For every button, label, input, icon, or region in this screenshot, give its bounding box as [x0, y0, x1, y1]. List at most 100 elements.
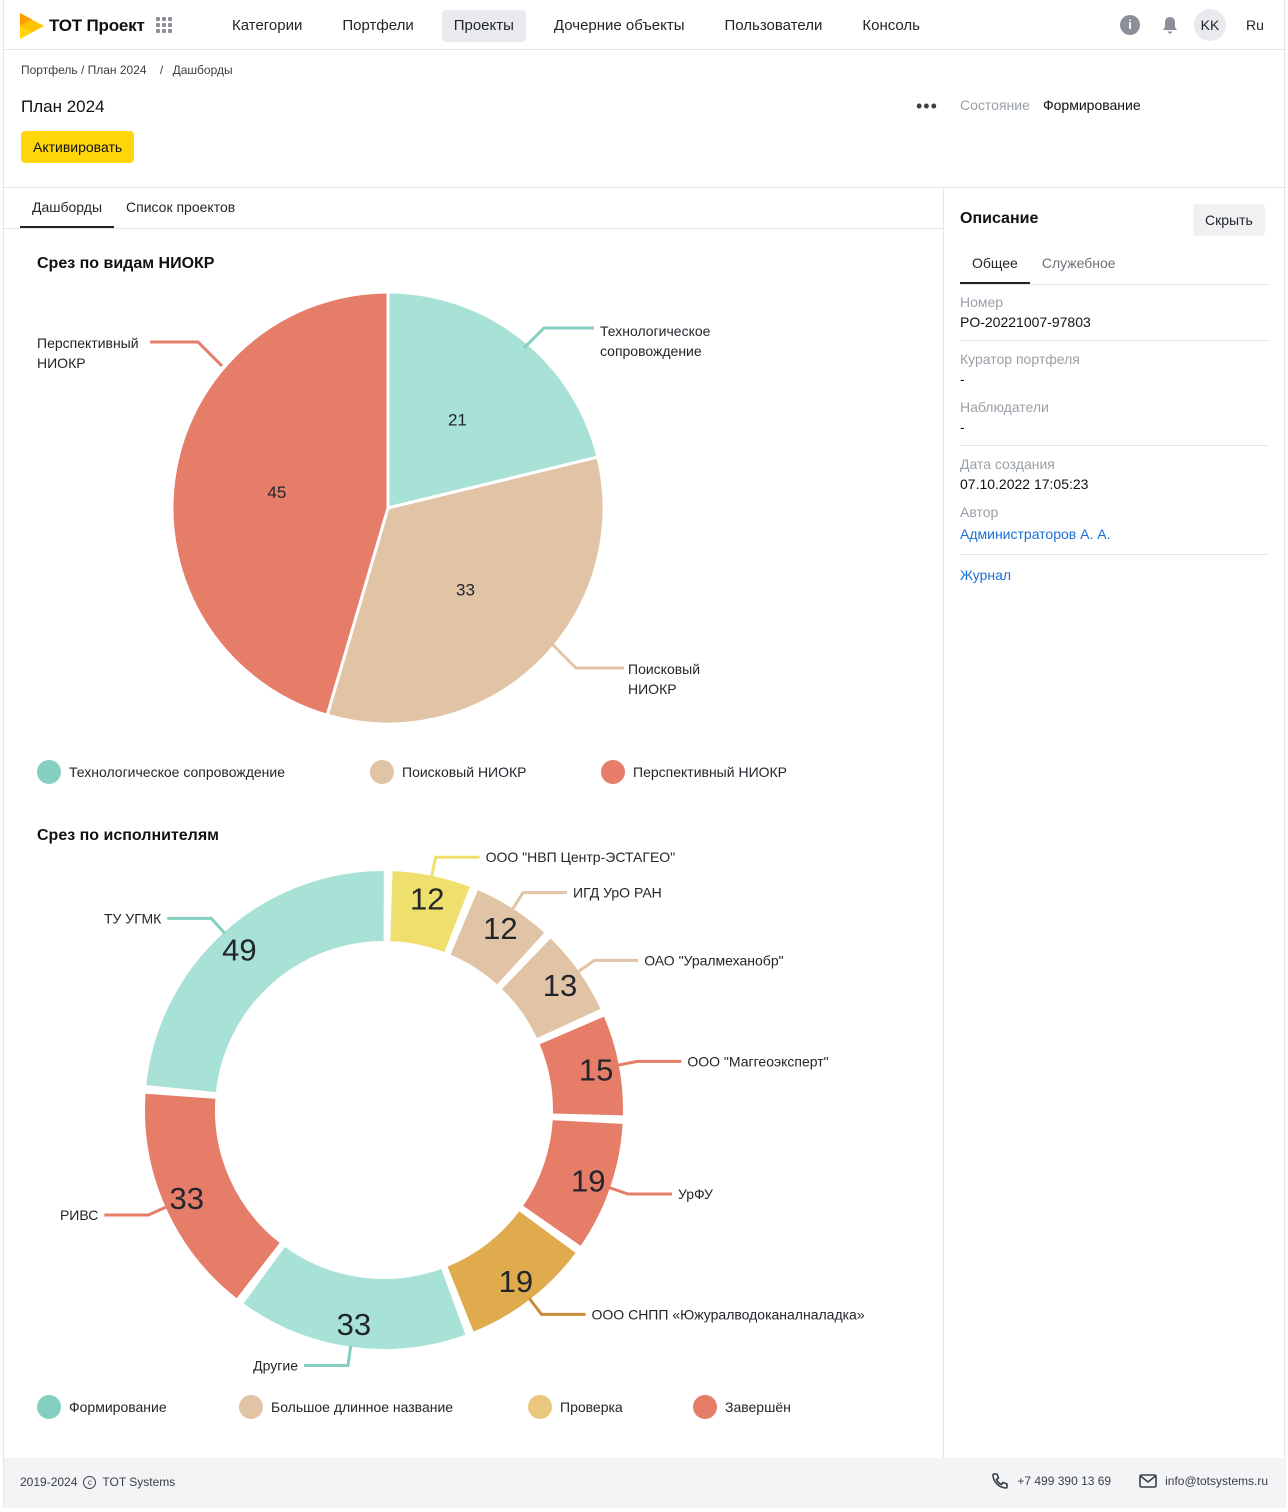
- donut-segment[interactable]: [448, 887, 547, 987]
- observers-value: -: [960, 419, 965, 435]
- donut-category-label: УрФУ: [678, 1186, 713, 1202]
- donut-category-label: ТУ УГМК: [104, 910, 162, 926]
- pie-chart-title: Срез по видам НИОКР: [37, 255, 215, 272]
- nav-item-projects[interactable]: Проекты: [441, 10, 526, 42]
- author-link[interactable]: Администраторов А. А.: [960, 526, 1111, 542]
- observers-label: Наблюдатели: [960, 399, 1049, 415]
- legend-item-persp[interactable]: Перспективный НИОКР: [601, 760, 787, 784]
- legend-label: Формирование: [69, 1399, 167, 1415]
- hide-panel-button[interactable]: Скрыть: [1193, 204, 1265, 236]
- pie-slice[interactable]: [386, 290, 600, 510]
- main-nav: Категории Портфели Проекты Дочерние объе…: [220, 10, 948, 42]
- curator-label: Куратор портфеля: [960, 351, 1080, 367]
- donut-callout-line: [303, 1345, 353, 1367]
- more-options-icon[interactable]: •••: [916, 96, 938, 116]
- author-label: Автор: [960, 504, 999, 520]
- footer-years: 2019-2024: [20, 1475, 78, 1489]
- donut-data-label: 19: [571, 1163, 605, 1198]
- legend-dot-red: [693, 1395, 717, 1419]
- callout-line-persp: [150, 340, 224, 368]
- pie-data-label: 45: [267, 483, 286, 502]
- bell-icon[interactable]: [1160, 15, 1180, 35]
- pie-chart: 21 33 45: [170, 290, 606, 726]
- donut-segment[interactable]: [144, 869, 386, 1095]
- donut-segment[interactable]: [537, 1014, 625, 1118]
- donut-data-label: 49: [222, 933, 256, 968]
- nav-item-users[interactable]: Пользователи: [724, 17, 823, 34]
- donut-segment[interactable]: [241, 1244, 468, 1351]
- legend-item-formation[interactable]: Формирование: [37, 1395, 239, 1419]
- donut-segment[interactable]: [499, 936, 603, 1041]
- tab-general[interactable]: Общее: [960, 244, 1030, 284]
- pie-callouts: Технологическое сопровождение Перспектив…: [37, 323, 711, 697]
- panel-tabs-divider: [960, 284, 1268, 285]
- journal-link[interactable]: Журнал: [960, 567, 1012, 583]
- pie-data-label: 33: [456, 580, 475, 599]
- logo-text: ТОТ Проект: [49, 16, 145, 35]
- legend-label: Технологическое сопровождение: [69, 764, 285, 780]
- legend-label: Большое длинное название: [271, 1399, 454, 1415]
- pie-slice[interactable]: [325, 455, 606, 726]
- donut-data-label: 15: [579, 1052, 613, 1087]
- charts-canvas: 21 33 45 Технологическое сопровождение Пер…: [37, 290, 865, 1373]
- legend-item-review[interactable]: Проверка: [528, 1395, 693, 1419]
- created-value: 07.10.2022 17:05:23: [960, 476, 1089, 492]
- legend-item-done[interactable]: Завершён: [693, 1395, 791, 1419]
- page-title: План 2024: [21, 97, 105, 116]
- donut-data-label: 19: [499, 1264, 533, 1299]
- breadcrumb-portfolio[interactable]: Портфель / План 2024: [21, 63, 147, 77]
- donut-segment[interactable]: [388, 869, 473, 955]
- mail-icon: [1139, 1474, 1157, 1488]
- donut-data-label: 33: [169, 1181, 203, 1216]
- tab-project-list[interactable]: Список проектов: [126, 199, 236, 215]
- header-divider: [4, 187, 1286, 188]
- legend-dot-beige: [370, 760, 394, 784]
- callout-line-search: [550, 642, 624, 670]
- legend-label: Перспективный НИОКР: [633, 764, 788, 780]
- donut-segment[interactable]: [143, 1091, 283, 1301]
- legend-dot-gold: [528, 1395, 552, 1419]
- donut-callout-line: [608, 1186, 672, 1196]
- nav-item-console[interactable]: Консоль: [862, 17, 920, 34]
- nav-item-portfolios[interactable]: Портфели: [342, 17, 414, 34]
- number-label: Номер: [960, 294, 1004, 310]
- app-frame: ТОТ Проект Категории Портфели Проекты До…: [3, 0, 1286, 1508]
- tab-dashboards[interactable]: Дашборды: [20, 188, 114, 228]
- logo[interactable]: ТОТ Проект: [20, 13, 145, 39]
- legend-item-search[interactable]: Поисковый НИОКР: [370, 760, 601, 784]
- legend-item-tech[interactable]: Технологическое сопровождение: [37, 760, 370, 784]
- pie-label-tech-1: Технологическое: [600, 323, 711, 339]
- donut-category-label: ООО "Маггеоэксперт": [687, 1053, 828, 1069]
- top-right-controls: i KK Ru: [1120, 9, 1286, 41]
- phone-icon: [992, 1473, 1009, 1489]
- avatar[interactable]: KK: [1194, 9, 1226, 41]
- breadcrumb-dashboards: Дашборды: [172, 63, 233, 77]
- donut-callout-line: [104, 1205, 168, 1217]
- state-value: Формирование: [1043, 97, 1141, 113]
- number-value: PO-20221007-97803: [960, 314, 1091, 330]
- footer-email[interactable]: info@totsystems.ru: [1139, 1474, 1268, 1488]
- donut-category-label: ООО СНПП «Южуралводоканалналадка»: [592, 1306, 865, 1322]
- info-icon[interactable]: i: [1120, 15, 1140, 35]
- donut-category-label: ООО "НВП Центр-ЭСТАГЕО": [486, 849, 676, 865]
- legend-label: Завершён: [725, 1399, 791, 1415]
- legend-item-long-name[interactable]: Большое длинное название: [239, 1395, 528, 1419]
- nav-item-categories[interactable]: Категории: [232, 17, 303, 34]
- nav-item-child-objects[interactable]: Дочерние объекты: [553, 17, 685, 34]
- donut-callout-line: [167, 916, 226, 935]
- created-label: Дата создания: [960, 456, 1055, 472]
- pie-slice[interactable]: [170, 290, 390, 718]
- donut-data-label: 12: [483, 911, 517, 946]
- apps-grid-icon[interactable]: [156, 17, 172, 33]
- pie-data-label: 21: [448, 411, 467, 430]
- activate-button[interactable]: Активировать: [21, 131, 135, 163]
- footer-phone[interactable]: +7 499 390 13 69: [991, 1472, 1111, 1490]
- top-bar: ТОТ Проект Категории Портфели Проекты До…: [4, 0, 1286, 50]
- tab-service[interactable]: Служебное: [1041, 255, 1116, 271]
- footer-contacts: +7 499 390 13 69 info@totsystems.ru: [963, 1472, 1268, 1490]
- donut-segment[interactable]: [445, 1208, 578, 1334]
- donut-data-label: 13: [543, 968, 577, 1003]
- panel-tabs: Общее Служебное: [960, 244, 1128, 284]
- donut-segment[interactable]: [520, 1118, 625, 1249]
- language-switch[interactable]: Ru: [1246, 17, 1264, 33]
